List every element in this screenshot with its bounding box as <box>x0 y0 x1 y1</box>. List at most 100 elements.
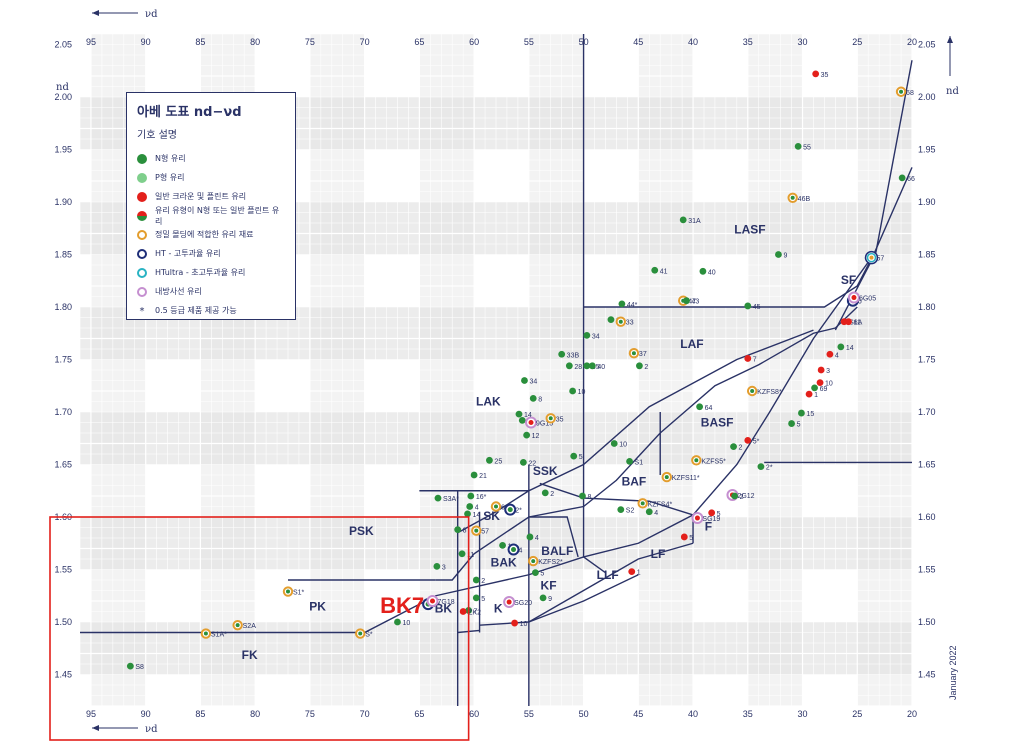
orange-ring-icon <box>137 229 147 240</box>
glass-point: 33B <box>558 350 579 359</box>
point-label: 7* <box>433 602 440 609</box>
grid-lines <box>79 33 913 707</box>
point-label: 10 <box>619 442 627 449</box>
glass-point: 5 <box>680 533 693 542</box>
glass-point: S* <box>355 628 373 639</box>
glass-point: 40 <box>699 267 716 276</box>
x-tick-label-bottom: 30 <box>798 709 808 719</box>
boundary-17 <box>457 490 530 534</box>
point-label: KZFS4* <box>648 501 673 508</box>
point-label: S1 <box>635 459 644 466</box>
point-dot <box>464 510 471 518</box>
y-tick-label-left: 1.65 <box>54 460 72 470</box>
glass-point: 11 <box>845 318 861 327</box>
point-dot <box>744 355 752 362</box>
point-dot <box>651 266 659 274</box>
glass-point: 2 <box>636 362 648 371</box>
point-label: 8 <box>587 494 591 501</box>
red-dot-icon <box>137 191 147 202</box>
point-label: 5* <box>753 438 760 445</box>
legend-item-label: 일반 크라운 및 플린트 유리 <box>155 192 247 201</box>
region-label-ssk: SSK <box>533 464 558 478</box>
glass-point: 45 <box>744 302 761 311</box>
y-tick-label-right: 1.50 <box>918 617 936 627</box>
region-label-fk: FK <box>242 648 258 662</box>
glass-point: 10 <box>816 379 833 388</box>
point-label: 5 <box>540 571 544 578</box>
x-tick-label-bottom: 60 <box>469 709 479 719</box>
x-tick-label-top: 75 <box>305 37 315 47</box>
x-tick-label-top: 50 <box>579 37 589 47</box>
point-label: S2 <box>626 508 635 515</box>
region-label-llf: LLF <box>597 568 619 582</box>
point-label: 5 <box>579 454 583 461</box>
glass-point: 43 <box>683 297 699 306</box>
point-dot <box>466 503 474 510</box>
legend-item: 내방사선 유리 <box>137 282 285 301</box>
point-label: 68 <box>906 90 914 97</box>
glass-point: 2 <box>730 443 743 452</box>
point-label: 10 <box>825 381 833 388</box>
x-arrow-top-head <box>92 10 99 16</box>
point-label: 34 <box>529 379 537 386</box>
y-tick-label-right: 1.85 <box>918 250 936 260</box>
boundary-3 <box>419 329 814 492</box>
point-dot <box>696 403 704 411</box>
point-dot <box>532 569 539 577</box>
point-dot <box>539 594 547 602</box>
x-tick-label-bottom: 50 <box>579 709 589 719</box>
glass-point: 34 <box>583 331 600 340</box>
point-label: 69 <box>820 386 828 393</box>
glass-point: 5 <box>532 569 544 578</box>
point-label: 35 <box>556 416 564 423</box>
glass-point: 15 <box>798 409 814 418</box>
point-dot <box>730 443 737 451</box>
glass-point: 7 <box>744 355 757 363</box>
point-dot <box>826 350 834 358</box>
region-label-kf: KF <box>541 578 557 592</box>
point-dot <box>694 515 700 521</box>
glass-point: 2 <box>731 492 744 501</box>
glass-point: 10 <box>569 387 586 396</box>
legend-item: HT - 고투과율 유리 <box>137 244 285 263</box>
point-label: S6A <box>849 320 863 327</box>
point-label: 9G15 <box>536 421 553 428</box>
point-label: ZK2 <box>468 610 481 617</box>
legend-item-label: 정밀 몰딩에 적합한 유리 재료 <box>155 230 254 239</box>
region-label-psk: PSK <box>349 524 374 538</box>
y-tick-label-left: 1.80 <box>54 302 72 312</box>
y-tick-label-left: 1.55 <box>54 565 72 575</box>
y-tick-label-right: 1.55 <box>918 565 936 575</box>
x-tick-label-top: 65 <box>414 37 424 47</box>
point-dot <box>583 331 591 339</box>
point-label: 2G12 <box>737 493 754 500</box>
point-label: 4 <box>835 352 839 359</box>
region-label-balf: BALF <box>541 544 573 558</box>
cyan-ring-icon <box>137 267 147 278</box>
point-dot <box>618 300 626 308</box>
x-tick-label-bottom: 55 <box>524 709 534 719</box>
point-label: 8 <box>538 396 542 403</box>
region-label-sf: SF <box>841 273 856 287</box>
y-tick-label-left: 1.90 <box>54 197 72 207</box>
y-tick-label-right: 2.05 <box>918 40 936 50</box>
point-label: 7 <box>753 356 757 363</box>
glass-point: 5 <box>570 452 583 461</box>
region-label-basf: BASF <box>701 416 734 430</box>
glass-point: S3A* <box>434 494 459 503</box>
point-dot <box>851 295 857 301</box>
region-label-baf: BAF <box>622 475 647 489</box>
y-tick-label-right: 1.70 <box>918 407 936 417</box>
point-dot <box>358 631 363 636</box>
glass-point: SG20 <box>503 596 532 609</box>
point-dot <box>507 507 513 513</box>
navy-ring-icon <box>137 248 147 259</box>
point-dot <box>548 416 553 421</box>
region-label-lf: LF <box>651 547 666 561</box>
point-dot <box>519 459 527 466</box>
point-label: KZFS8* <box>757 389 782 396</box>
point-label: KZFS2* <box>538 559 563 566</box>
glass-point: 44* <box>618 300 638 309</box>
point-label: S1A* <box>211 632 227 639</box>
glass-point: 5 <box>708 509 721 518</box>
